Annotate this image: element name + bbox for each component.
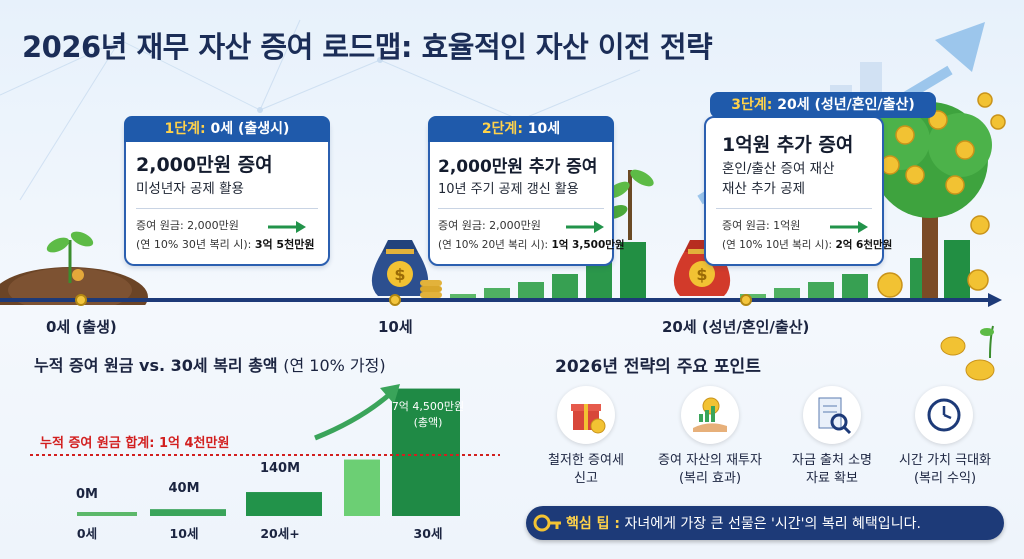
stage-compound: (연 10% 30년 복리 시): 3억 5천만원 <box>136 238 315 251</box>
document-search-icon <box>803 386 861 444</box>
tip-text: 핵심 팁 : 자녀에게 가장 큰 선물은 '시간'의 복리 혜택입니다. <box>566 516 921 532</box>
divider <box>136 208 318 209</box>
tip-banner <box>526 506 1004 540</box>
arrow-right-icon <box>830 221 868 233</box>
stage-card-header: 2단계: 10세 <box>428 116 614 142</box>
stage-main-amount: 2,000만원 추가 증여 <box>438 157 598 177</box>
bar-category-label: 30세 <box>413 526 443 541</box>
gift-icon <box>557 386 615 444</box>
stage-description: 10년 주기 공제 갱신 활용 <box>438 182 579 197</box>
stage-card-1 <box>124 118 330 266</box>
stage-principal: 증여 원금: 2,000만원 <box>438 219 541 232</box>
timeline-dot <box>740 294 752 306</box>
money-hand-icon <box>681 386 739 444</box>
page-title: 2026년 재무 자산 증여 로드맵: 효율적인 자산 이전 전략 <box>22 30 713 64</box>
svg-text:$: $ <box>394 265 405 284</box>
timeline-label-0: 0세 (출생) <box>46 318 117 336</box>
soil-seedling-icon <box>0 231 148 305</box>
money-tree-icon <box>870 92 1006 300</box>
bar-chart <box>30 384 500 516</box>
chart-title: 누적 증여 원금 vs. 30세 복리 총액 (연 10% 가정) <box>34 356 386 375</box>
stage-main-amount: 1억원 추가 증여 <box>722 134 854 156</box>
bar-category-label: 10세 <box>169 526 199 541</box>
arrow-right-icon <box>268 221 306 233</box>
key-icon <box>533 514 561 532</box>
divider <box>438 208 604 209</box>
bar-total-label: 7억 4,500만원 <box>391 400 465 413</box>
timeline-label-10: 10세 <box>378 318 413 336</box>
arrow-right-icon <box>566 221 604 233</box>
bar-4 <box>392 388 460 516</box>
growth-arrow <box>314 392 392 441</box>
point-label: 시간 가치 극대화 (복리 수익) <box>899 453 991 486</box>
stage-principal: 증여 원금: 2,000만원 <box>136 219 239 232</box>
bar-value-label: 0M <box>76 487 98 502</box>
bar-category-label: 20세+ <box>260 526 300 541</box>
stage-principal: 증여 원금: 1억원 <box>722 219 801 232</box>
points-title: 2026년 전략의 주요 포인트 <box>555 357 761 377</box>
point-label: 철저한 증여세 신고 <box>548 453 624 486</box>
stage-card-header: 3단계: 20세 (성년/혼인/출산) <box>710 92 936 118</box>
svg-text:$: $ <box>696 265 707 284</box>
point-label: 증여 자산의 재투자 (복리 효과) <box>658 453 762 486</box>
money-bag-icon: $ <box>371 240 442 298</box>
point-label: 자금 출처 소명 자료 확보 <box>791 453 873 486</box>
timeline-label-20: 20세 (성년/혼인/출산) <box>662 318 810 336</box>
timeline-axis <box>0 293 1002 307</box>
bar-2 <box>246 492 322 516</box>
growth-arrow-head <box>380 384 400 404</box>
stage-description: 미성년자 공제 활용 <box>136 181 244 197</box>
stage-card-2 <box>428 118 614 266</box>
stage-compound: (연 10% 20년 복리 시): 1억 3,500만원 <box>438 239 625 251</box>
bar-0 <box>77 512 137 516</box>
stage-main-amount: 2,000만원 증여 <box>136 154 273 176</box>
stage-compound: (연 10% 10년 복리 시): 2억 6천만원 <box>722 239 893 251</box>
bar-3 <box>344 459 380 516</box>
coins-icon <box>940 325 995 381</box>
bar-1 <box>150 509 226 516</box>
bar-category-label: 0세 <box>76 526 98 541</box>
stage-card-header: 1단계: 0세 (출생시) <box>124 116 330 142</box>
stage-description: 재산 추가 공제 <box>722 181 806 197</box>
divider <box>716 208 872 209</box>
bar-total-label: (총액) <box>413 416 443 429</box>
timeline-dot <box>389 294 401 306</box>
reference-line-label: 누적 증여 원금 합계: 1억 4천만원 <box>40 436 230 451</box>
stage-description: 혼인/출산 증여 재산 <box>722 161 835 177</box>
clock-icon <box>915 386 973 444</box>
bar-value-label: 40M <box>168 481 200 496</box>
timeline-dot <box>75 294 87 306</box>
bar-value-label: 140M <box>259 461 301 476</box>
